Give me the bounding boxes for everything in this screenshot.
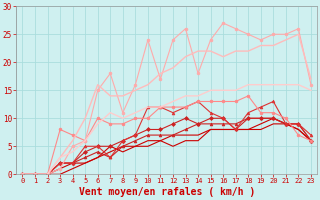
X-axis label: Vent moyen/en rafales ( km/h ): Vent moyen/en rafales ( km/h ) xyxy=(79,187,255,197)
